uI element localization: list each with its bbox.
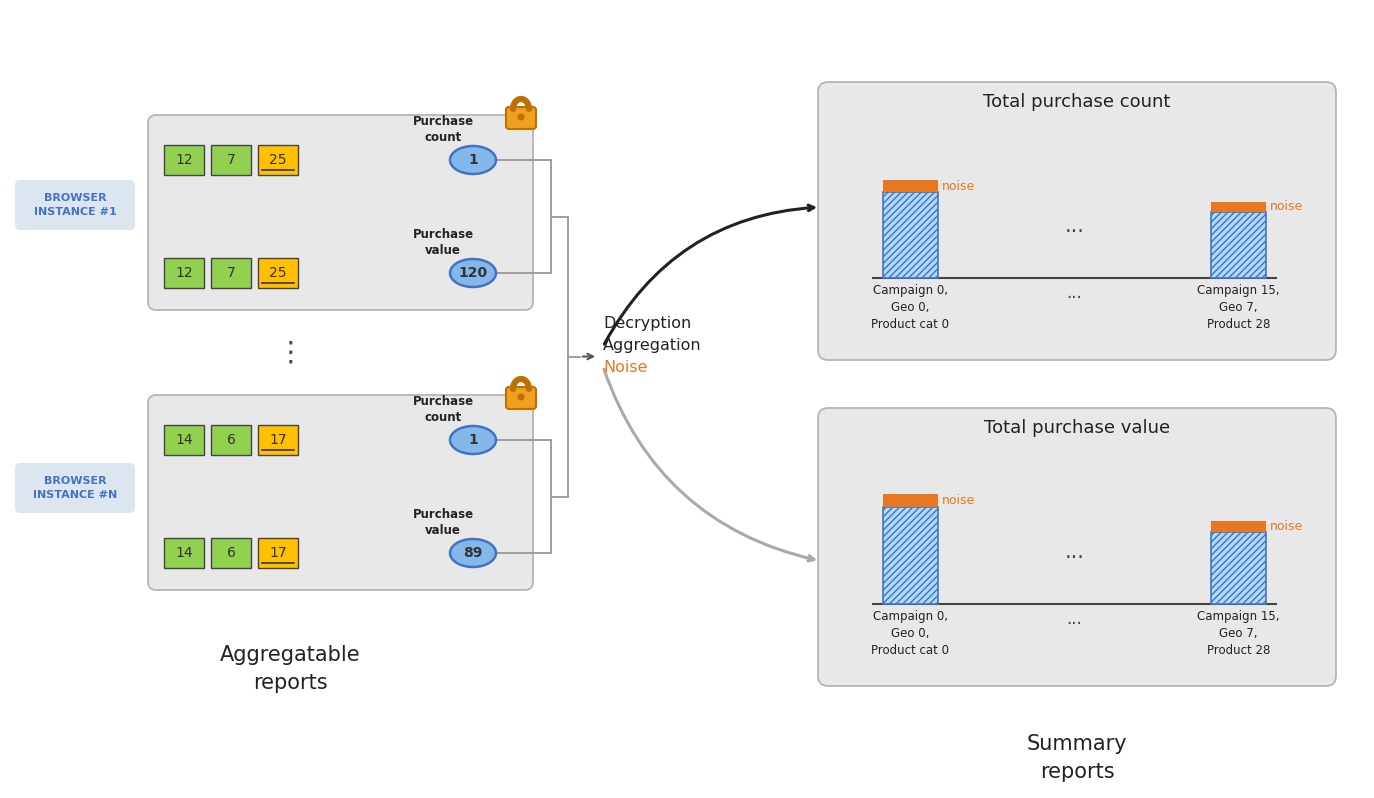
Text: Campaign 0,
Geo 0,
Product cat 0: Campaign 0, Geo 0, Product cat 0 — [871, 284, 949, 331]
Text: Purchase
count: Purchase count — [412, 395, 474, 424]
Text: Campaign 15,
Geo 7,
Product 28: Campaign 15, Geo 7, Product 28 — [1197, 284, 1279, 331]
Ellipse shape — [451, 146, 496, 174]
Text: 17: 17 — [269, 433, 287, 447]
Text: Campaign 0,
Geo 0,
Product cat 0: Campaign 0, Geo 0, Product cat 0 — [871, 610, 949, 657]
Text: noise: noise — [943, 494, 976, 507]
Text: Campaign 15,
Geo 7,
Product 28: Campaign 15, Geo 7, Product 28 — [1197, 610, 1279, 657]
Circle shape — [518, 393, 525, 401]
Text: noise: noise — [1270, 200, 1304, 213]
Text: Total purchase value: Total purchase value — [984, 419, 1171, 437]
Text: 6: 6 — [227, 546, 235, 560]
Text: noise: noise — [943, 180, 976, 193]
FancyBboxPatch shape — [1210, 532, 1265, 604]
Text: ⋮: ⋮ — [276, 338, 305, 366]
Text: Aggregation: Aggregation — [603, 338, 702, 353]
FancyBboxPatch shape — [15, 463, 135, 513]
Text: 89: 89 — [463, 546, 482, 560]
Text: 120: 120 — [459, 266, 488, 280]
Text: ...: ... — [1065, 215, 1084, 235]
FancyBboxPatch shape — [212, 538, 251, 568]
Text: 25: 25 — [269, 153, 287, 167]
Text: Purchase
value: Purchase value — [412, 508, 474, 537]
FancyBboxPatch shape — [883, 180, 938, 192]
FancyBboxPatch shape — [15, 180, 135, 230]
Text: 14: 14 — [176, 433, 192, 447]
FancyBboxPatch shape — [164, 425, 203, 455]
Text: 25: 25 — [269, 266, 287, 280]
Text: 14: 14 — [176, 546, 192, 560]
Text: Purchase
value: Purchase value — [412, 228, 474, 257]
FancyBboxPatch shape — [1210, 202, 1265, 211]
FancyBboxPatch shape — [164, 145, 203, 175]
FancyBboxPatch shape — [1210, 521, 1265, 532]
Text: BROWSER
INSTANCE #1: BROWSER INSTANCE #1 — [33, 193, 117, 216]
FancyBboxPatch shape — [506, 387, 536, 409]
FancyBboxPatch shape — [212, 145, 251, 175]
Text: 17: 17 — [269, 546, 287, 560]
Text: 1: 1 — [469, 153, 478, 167]
Ellipse shape — [451, 426, 496, 454]
Text: Purchase
count: Purchase count — [412, 115, 474, 144]
FancyBboxPatch shape — [258, 145, 298, 175]
Ellipse shape — [451, 259, 496, 287]
FancyBboxPatch shape — [212, 258, 251, 288]
Text: 6: 6 — [227, 433, 235, 447]
FancyBboxPatch shape — [148, 395, 533, 590]
FancyBboxPatch shape — [212, 425, 251, 455]
Ellipse shape — [451, 539, 496, 567]
Text: ...: ... — [1066, 610, 1083, 628]
Text: ...: ... — [1066, 284, 1083, 302]
Text: Aggregatable
reports: Aggregatable reports — [220, 645, 361, 693]
Text: Noise: Noise — [603, 360, 647, 375]
FancyBboxPatch shape — [148, 115, 533, 310]
FancyBboxPatch shape — [883, 508, 938, 604]
FancyBboxPatch shape — [506, 107, 536, 129]
Text: ...: ... — [1065, 542, 1084, 562]
FancyBboxPatch shape — [1210, 211, 1265, 278]
Text: Summary
reports: Summary reports — [1026, 734, 1127, 782]
Text: 1: 1 — [469, 433, 478, 447]
FancyBboxPatch shape — [258, 425, 298, 455]
Text: 7: 7 — [227, 266, 235, 280]
Text: Total purchase count: Total purchase count — [984, 93, 1171, 111]
Text: 7: 7 — [227, 153, 235, 167]
Text: 12: 12 — [176, 266, 192, 280]
FancyBboxPatch shape — [164, 538, 203, 568]
FancyBboxPatch shape — [883, 192, 938, 278]
Text: Decryption: Decryption — [603, 316, 691, 331]
Text: 12: 12 — [176, 153, 192, 167]
FancyBboxPatch shape — [164, 258, 203, 288]
FancyBboxPatch shape — [818, 408, 1336, 686]
FancyBboxPatch shape — [258, 258, 298, 288]
Text: BROWSER
INSTANCE #N: BROWSER INSTANCE #N — [33, 476, 117, 500]
FancyBboxPatch shape — [883, 494, 938, 508]
FancyBboxPatch shape — [258, 538, 298, 568]
FancyBboxPatch shape — [818, 82, 1336, 360]
Circle shape — [518, 113, 525, 120]
Text: noise: noise — [1270, 520, 1304, 533]
